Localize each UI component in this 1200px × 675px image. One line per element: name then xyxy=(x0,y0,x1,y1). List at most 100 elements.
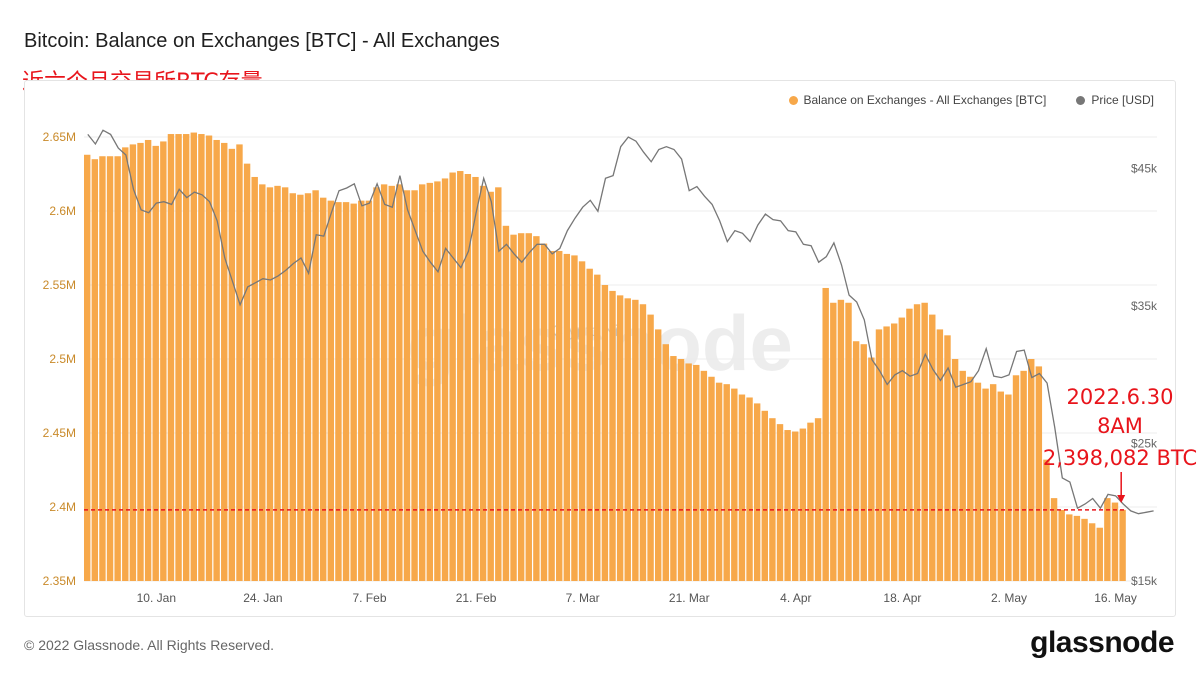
bar xyxy=(396,184,403,582)
bar xyxy=(487,191,494,581)
bar xyxy=(761,410,768,581)
bar xyxy=(1096,527,1103,581)
y-right-tick-label: $15k xyxy=(1131,574,1158,588)
bar xyxy=(753,403,761,581)
bar xyxy=(685,363,692,581)
bar xyxy=(784,430,791,581)
bar xyxy=(860,344,867,581)
y-left-tick-label: 2.4M xyxy=(49,500,76,514)
y-left-tick-label: 2.45M xyxy=(43,426,76,440)
callout-line3: 2,398,082 BTC xyxy=(1043,446,1197,470)
x-tick-label: 7. Mar xyxy=(566,591,600,605)
legend-label-balance: Balance on Exchanges - All Exchanges [BT… xyxy=(803,93,1047,107)
bar xyxy=(137,142,144,582)
bar xyxy=(114,156,121,582)
bar xyxy=(1035,366,1043,581)
bar xyxy=(868,357,875,581)
bar xyxy=(1043,459,1050,581)
bar xyxy=(160,141,167,581)
bar xyxy=(746,397,753,581)
bar xyxy=(213,139,220,581)
bar xyxy=(639,304,647,581)
bar xyxy=(358,200,365,581)
brand-logo: glassnode xyxy=(1030,626,1174,659)
bar xyxy=(792,431,799,581)
bar xyxy=(723,384,730,581)
bar xyxy=(997,391,1004,581)
bar xyxy=(236,144,243,581)
bar xyxy=(913,304,921,581)
bar xyxy=(449,172,456,581)
bar xyxy=(350,203,357,581)
legend-item-balance[interactable]: Balance on Exchanges - All Exchanges [BT… xyxy=(788,93,1047,107)
bar xyxy=(517,233,525,581)
bar xyxy=(967,376,974,581)
bar xyxy=(776,424,784,581)
bar xyxy=(852,341,860,581)
bar xyxy=(426,182,434,581)
bar xyxy=(1111,502,1119,581)
bar xyxy=(99,156,106,582)
bar xyxy=(845,302,852,581)
bar xyxy=(403,190,411,581)
bar xyxy=(662,344,670,581)
bar xyxy=(297,194,304,581)
bar xyxy=(441,178,449,581)
bar xyxy=(1020,370,1027,581)
x-tick-label: 7. Feb xyxy=(352,591,386,605)
y-right-tick-label: $25k xyxy=(1131,437,1158,451)
bar xyxy=(632,299,639,581)
bar xyxy=(624,298,631,581)
bar xyxy=(738,394,746,581)
price-line xyxy=(87,129,1154,515)
bar xyxy=(830,302,837,581)
bar xyxy=(959,370,966,581)
bar xyxy=(814,418,822,581)
bar xyxy=(609,290,616,581)
bar xyxy=(944,335,951,581)
bar xyxy=(388,185,395,581)
bar xyxy=(274,185,281,581)
bar xyxy=(982,388,989,581)
bar xyxy=(936,329,944,581)
bar xyxy=(799,428,807,581)
bar xyxy=(327,200,335,581)
bar xyxy=(556,250,563,581)
y-left-tick-label: 2.5M xyxy=(49,352,76,366)
bar xyxy=(365,200,373,581)
bar xyxy=(373,187,380,581)
y-right-tick-label: $35k xyxy=(1131,299,1158,313)
bar xyxy=(320,197,327,581)
bar xyxy=(259,184,266,582)
bar xyxy=(594,274,601,581)
bar xyxy=(563,253,571,582)
x-tick-label: 21. Mar xyxy=(669,591,710,605)
bar xyxy=(122,147,129,582)
bar xyxy=(974,382,982,581)
bar xyxy=(1050,498,1058,581)
bar xyxy=(601,285,609,581)
bar xyxy=(243,163,251,581)
legend-item-price[interactable]: Price [USD] xyxy=(1076,93,1154,107)
callout-line2: 8AM xyxy=(1097,414,1143,438)
bar xyxy=(342,202,350,581)
y-left-tick-label: 2.6M xyxy=(49,204,76,218)
bar xyxy=(152,145,159,581)
bar xyxy=(418,184,426,582)
bar xyxy=(472,176,479,581)
x-tick-label: 18. Apr xyxy=(883,591,921,605)
bar xyxy=(693,364,700,581)
bar xyxy=(129,144,137,581)
bar xyxy=(106,156,114,582)
bar xyxy=(251,176,258,581)
bar xyxy=(898,317,906,581)
bar xyxy=(525,233,532,581)
bar xyxy=(875,329,883,581)
bar xyxy=(380,184,388,582)
legend: Balance on Exchanges - All Exchanges [BT… xyxy=(788,93,1154,107)
bar xyxy=(578,261,586,581)
bar xyxy=(1104,498,1111,581)
bar xyxy=(883,326,890,581)
bar xyxy=(654,329,662,581)
